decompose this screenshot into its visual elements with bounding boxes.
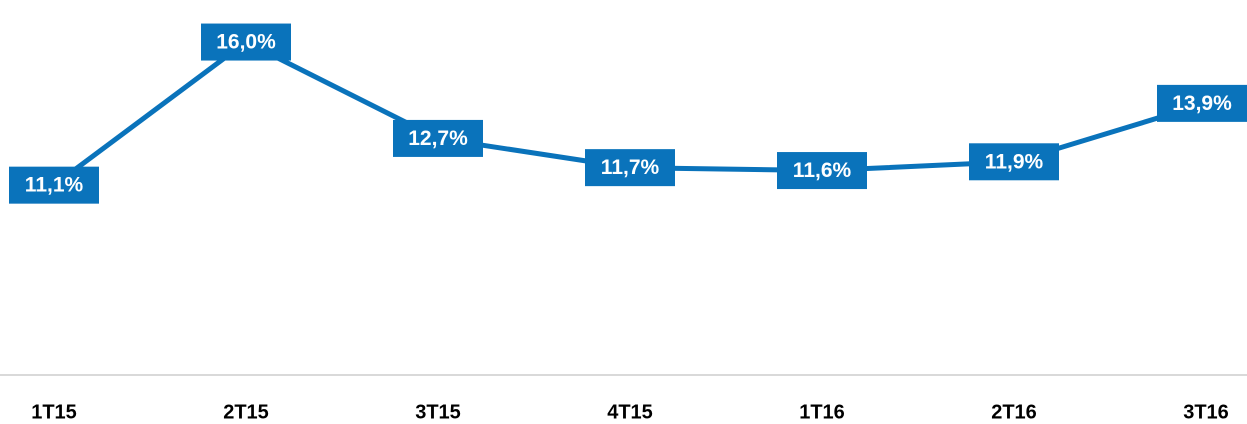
data-label-box <box>201 23 291 61</box>
data-label-box <box>9 166 99 204</box>
data-label: 11,7% <box>601 156 660 179</box>
x-tick-label: 2T15 <box>223 401 269 423</box>
x-tick-label: 3T15 <box>415 401 461 423</box>
data-label: 16,0% <box>216 31 276 54</box>
data-label-box <box>1157 84 1247 122</box>
data-label: 11,1% <box>25 174 84 197</box>
data-label: 12,7% <box>408 127 468 150</box>
data-label: 11,6% <box>793 159 852 182</box>
x-tick-label: 1T15 <box>31 401 77 423</box>
data-label-box <box>777 152 867 190</box>
data-label-box <box>393 119 483 157</box>
data-label: 11,9% <box>985 150 1044 173</box>
data-label-box <box>585 149 675 187</box>
data-label: 13,9% <box>1172 92 1232 115</box>
x-tick-label: 1T16 <box>799 401 845 423</box>
data-label-box <box>969 143 1059 181</box>
x-tick-label: 2T16 <box>991 401 1037 423</box>
x-tick-label: 3T16 <box>1183 401 1229 423</box>
x-tick-label: 4T15 <box>607 401 653 423</box>
